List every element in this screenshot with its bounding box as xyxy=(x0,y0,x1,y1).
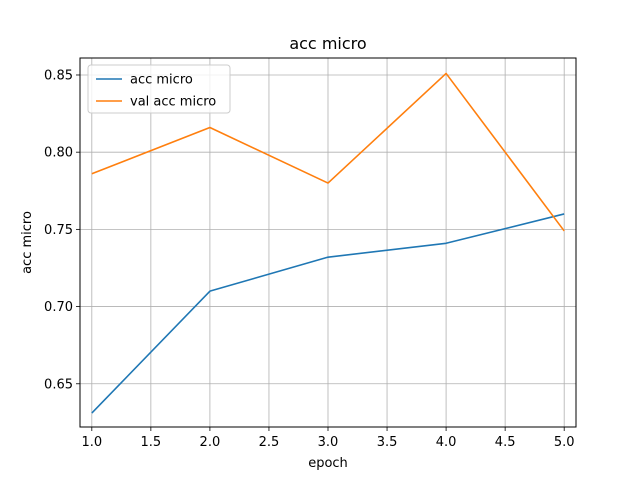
legend-box xyxy=(87,64,231,114)
series-lines xyxy=(91,72,565,414)
y-tick-label: 0.75 xyxy=(44,223,73,238)
legend-label: val acc micro xyxy=(130,95,216,110)
legend-label: acc micro xyxy=(130,73,193,88)
x-tick-label: 3.0 xyxy=(318,435,339,450)
x-tick-label: 1.0 xyxy=(81,435,102,450)
x-tick-label: 5.0 xyxy=(554,435,575,450)
series-line-2 xyxy=(91,72,565,232)
chart-title: acc micro xyxy=(289,34,366,53)
y-tick-label: 0.70 xyxy=(44,300,73,315)
x-tick-label: 1.5 xyxy=(141,435,162,450)
y-tick-label: 0.65 xyxy=(44,377,73,392)
x-tick-label: 4.5 xyxy=(495,435,516,450)
x-tick-label: 2.5 xyxy=(259,435,280,450)
legend: acc micro val acc micro xyxy=(87,64,231,114)
x-tick-label: 4.0 xyxy=(436,435,457,450)
y-tick-label: 0.80 xyxy=(44,146,73,161)
x-axis-label: epoch xyxy=(308,456,348,471)
x-axis-ticks: 1.0 1.5 2.0 2.5 3.0 3.5 4.0 4.5 5.0 xyxy=(81,427,575,450)
y-axis-ticks: 0.65 0.70 0.75 0.80 0.85 xyxy=(44,68,80,392)
y-tick-label: 0.85 xyxy=(44,68,73,83)
x-tick-label: 3.5 xyxy=(377,435,398,450)
series-line-1 xyxy=(91,213,565,414)
grid xyxy=(80,58,576,427)
x-tick-label: 2.0 xyxy=(200,435,221,450)
y-axis-label: acc micro xyxy=(20,211,35,274)
